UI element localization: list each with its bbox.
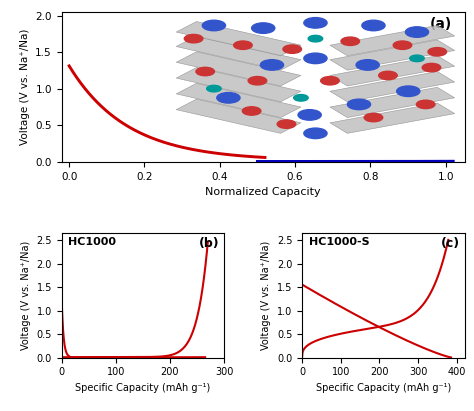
- Text: HC1000: HC1000: [68, 237, 116, 247]
- Text: HC1000-S: HC1000-S: [309, 237, 369, 247]
- Text: (b): (b): [199, 237, 219, 250]
- Text: (c): (c): [440, 237, 460, 250]
- X-axis label: Specific Capacity (mAh g⁻¹): Specific Capacity (mAh g⁻¹): [316, 383, 451, 393]
- Text: (a): (a): [430, 17, 452, 31]
- X-axis label: Specific Capacity (mAh g⁻¹): Specific Capacity (mAh g⁻¹): [75, 383, 210, 393]
- Y-axis label: Voltage (V vs. Na⁺/Na): Voltage (V vs. Na⁺/Na): [261, 241, 271, 350]
- X-axis label: Normalized Capacity: Normalized Capacity: [205, 187, 321, 197]
- Y-axis label: Voltage (V vs. Na⁺/Na): Voltage (V vs. Na⁺/Na): [20, 29, 30, 145]
- Y-axis label: Voltage (V vs. Na⁺/Na): Voltage (V vs. Na⁺/Na): [21, 241, 31, 350]
